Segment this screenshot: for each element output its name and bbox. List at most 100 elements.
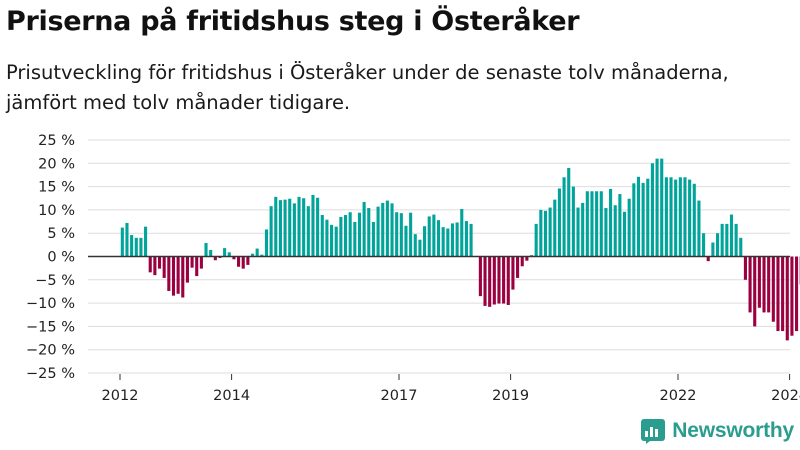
bar — [176, 256, 180, 294]
bar — [390, 203, 394, 257]
bar — [697, 200, 701, 257]
bar — [264, 229, 269, 257]
bar — [636, 176, 641, 257]
bar — [688, 179, 692, 257]
bar — [581, 202, 585, 257]
bar — [348, 212, 352, 257]
bar — [153, 256, 157, 276]
bar — [446, 228, 450, 257]
bar — [320, 215, 324, 257]
gridlines — [88, 139, 790, 374]
bar — [269, 206, 273, 257]
bar — [130, 235, 134, 257]
bar — [753, 256, 757, 327]
bar — [669, 177, 673, 257]
bar — [543, 210, 548, 257]
y-tick-label: 15 % — [38, 180, 75, 196]
bar — [353, 222, 357, 257]
bar — [325, 219, 329, 257]
bar — [139, 237, 143, 257]
bar — [404, 225, 408, 257]
x-tick-label: 2024 — [771, 388, 800, 404]
bar — [748, 256, 752, 313]
bar — [395, 212, 399, 257]
bar — [357, 212, 362, 257]
bar — [367, 208, 371, 257]
bar — [441, 227, 445, 257]
bar — [553, 199, 557, 257]
bar — [399, 213, 403, 257]
bar — [278, 200, 282, 257]
x-tick-label: 2012 — [102, 388, 139, 404]
bar — [595, 191, 599, 257]
bar — [204, 242, 208, 257]
y-tick-label: −15 % — [26, 319, 75, 335]
bar — [506, 256, 510, 305]
bars — [120, 158, 800, 341]
bar — [144, 226, 148, 257]
bar — [618, 194, 622, 257]
bar — [167, 256, 171, 291]
bar — [223, 248, 227, 257]
y-tick-label: −25 % — [26, 366, 75, 382]
bar — [692, 183, 696, 257]
bar — [418, 239, 422, 257]
bar — [311, 194, 315, 257]
bar — [725, 223, 729, 257]
x-tick-label: 2019 — [492, 388, 529, 404]
bar — [376, 206, 380, 257]
y-tick-label: −20 % — [26, 343, 75, 359]
bar — [767, 256, 771, 313]
bar — [627, 198, 631, 257]
bar — [213, 256, 217, 261]
bar — [502, 256, 506, 304]
bar — [478, 256, 482, 297]
y-tick-label: 25 % — [38, 133, 75, 149]
bar — [241, 256, 245, 269]
bar — [678, 177, 682, 257]
bar — [250, 253, 255, 257]
bar — [302, 198, 306, 257]
bar — [516, 256, 520, 278]
bar — [781, 256, 785, 332]
bar — [227, 252, 231, 257]
bar — [650, 163, 654, 257]
bar — [334, 226, 338, 257]
bar — [739, 237, 743, 257]
bar — [469, 223, 473, 257]
bar — [306, 206, 310, 257]
bar — [450, 223, 455, 257]
bar — [157, 256, 162, 269]
bar — [622, 211, 627, 257]
bar — [246, 256, 250, 265]
bar — [511, 256, 515, 290]
x-tick-label: 2017 — [381, 388, 418, 404]
bar — [562, 177, 566, 257]
bar — [557, 188, 561, 257]
bar — [292, 203, 296, 257]
bar — [148, 256, 152, 273]
bar — [604, 208, 608, 257]
bar — [655, 158, 659, 257]
bar — [260, 254, 264, 257]
bar — [613, 205, 617, 257]
bar — [181, 256, 185, 298]
bar — [316, 197, 320, 257]
bar — [743, 256, 747, 280]
bar — [343, 215, 348, 257]
y-tick-label: −10 % — [26, 296, 75, 312]
bar — [734, 223, 738, 257]
y-tick-label: 20 % — [38, 156, 75, 172]
bar — [729, 214, 734, 257]
bar — [711, 242, 715, 257]
bar — [288, 198, 292, 257]
chart-title: Priserna på fritidshus steg i Österåker — [6, 6, 580, 37]
y-axis-labels: 25 % 20 % 15 % 10 % 5 % 0 % −5 % −10 % −15 % −20 … — [26, 133, 75, 382]
bar — [209, 249, 213, 257]
bar — [646, 178, 650, 257]
bar — [171, 256, 176, 296]
x-axis-labels: 2012 2014 2017 2019 2022 2024 — [102, 374, 800, 404]
bar — [483, 256, 487, 306]
bar — [548, 207, 552, 257]
